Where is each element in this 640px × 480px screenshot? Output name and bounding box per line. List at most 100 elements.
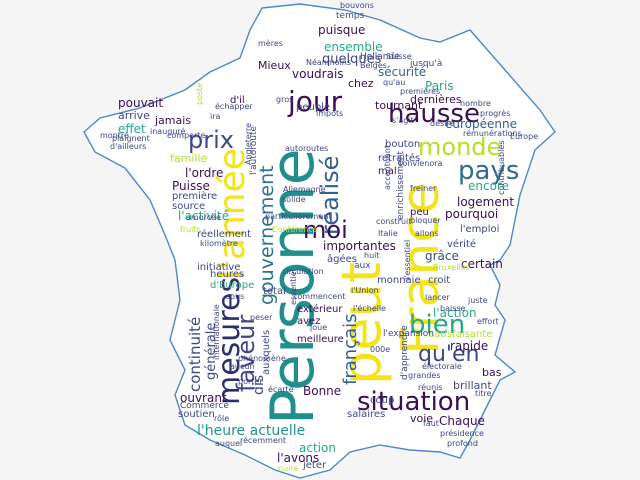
cloud-word: monde — [418, 133, 502, 161]
cloud-word: pays — [458, 156, 520, 186]
cloud-word: internationale — [212, 304, 221, 360]
cloud-word: amorcée — [186, 213, 221, 222]
cloud-word: peuple — [296, 102, 331, 113]
cloud-word: désire — [430, 119, 455, 128]
cloud-word: Suisse — [386, 52, 412, 61]
cloud-word: peser — [250, 313, 273, 322]
cloud-word: d'ailleurs — [110, 142, 147, 151]
cloud-word: accentuant — [383, 144, 392, 190]
cloud-word: l'action — [433, 306, 477, 320]
cloud-word: l'avons — [277, 451, 320, 465]
cloud-word: autoroutes — [285, 144, 329, 153]
cloud-word: Puisse — [172, 179, 210, 193]
cloud-word: fruits — [180, 225, 201, 234]
cloud-word: nuire — [278, 464, 299, 473]
cloud-word: freiner — [410, 184, 437, 193]
cloud-word: récemment — [240, 436, 287, 445]
cloud-word: Angleterre — [244, 122, 253, 165]
cloud-word: famille — [170, 152, 208, 165]
cloud-word: peu — [410, 207, 429, 218]
cloud-word: joue — [310, 323, 328, 332]
cloud-word: Belges — [360, 61, 387, 70]
cloud-word: bloquer — [410, 216, 441, 225]
cloud-word: Europe — [510, 132, 539, 141]
cloud-word: mères — [258, 39, 283, 48]
cloud-word: sous — [226, 292, 245, 301]
cloud-word: Chaque — [439, 414, 485, 428]
cloud-word: réunis — [418, 383, 443, 392]
cloud-word: brillant — [453, 379, 492, 392]
cloud-word: Bonne — [303, 384, 342, 398]
cloud-word: logement — [457, 195, 515, 209]
cloud-word: certain — [461, 257, 503, 271]
cloud-word: grandes — [408, 371, 441, 380]
cloud-word: première — [172, 191, 218, 202]
cloud-word: circulation — [282, 267, 324, 276]
cloud-word: d'Europe — [210, 280, 255, 291]
cloud-word: comporte — [167, 131, 206, 140]
cloud-word: retraités — [378, 153, 421, 164]
cloud-word: coup — [370, 395, 395, 406]
cloud-word: gros — [276, 95, 294, 104]
cloud-word: Néanmoins — [306, 58, 352, 67]
cloud-word: sécurité — [378, 65, 427, 79]
cloud-word: particulièrement — [265, 212, 332, 221]
cloud-word: poste — [195, 82, 204, 105]
cloud-word: jusqu'à — [410, 59, 443, 69]
cloud-word: Bruxelles — [433, 263, 470, 272]
cloud-word: contribuables — [497, 140, 506, 195]
cloud-word: action — [299, 441, 336, 455]
cloud-word: commencent — [293, 292, 346, 301]
cloud-word: hausse — [388, 99, 480, 129]
cloud-word: dernières — [410, 93, 462, 106]
cloud-word: monnaie — [377, 275, 421, 286]
cloud-word: quelques — [322, 52, 382, 67]
cloud-word: auxquels — [261, 329, 272, 375]
cloud-word: Hollande — [360, 52, 400, 62]
cloud-word: échapper — [215, 102, 253, 111]
cloud-word: kilomètre — [200, 239, 238, 248]
cloud-word: puisque — [318, 23, 366, 37]
cloud-word: présidence — [440, 429, 484, 438]
cloud-word: bouvons — [340, 1, 374, 10]
cloud-word: faut — [423, 419, 439, 428]
cloud-word: d'il — [230, 95, 245, 106]
cloud-word: qu'au — [383, 78, 406, 87]
cloud-word: auquel — [215, 439, 243, 448]
cloud-word: gouvernement — [256, 165, 278, 305]
cloud-word: huit — [364, 251, 380, 260]
cloud-word: nombre — [460, 99, 491, 108]
cloud-word: bouton — [385, 139, 421, 150]
cloud-word: âgées — [327, 254, 357, 265]
cloud-word: mal — [378, 166, 397, 177]
cloud-word: prix — [188, 126, 234, 154]
cloud-word: aucun — [230, 362, 255, 371]
cloud-word: heures — [210, 269, 245, 280]
cloud-word: effet — [118, 122, 146, 136]
cloud-word: effort — [477, 317, 499, 326]
cloud-word: électorale — [422, 362, 462, 371]
cloud-word: soutien — [178, 409, 215, 420]
cloud-word: rémunérations — [463, 129, 522, 138]
cloud-word: aux — [354, 261, 371, 271]
cloud-word: extérieur — [297, 304, 343, 315]
cloud-word: total — [263, 286, 286, 297]
cloud-word: grâce — [425, 249, 459, 263]
cloud-word: Commerce — [180, 401, 229, 411]
cloud-word: jeter — [303, 460, 327, 471]
cloud-word: croit — [428, 275, 451, 286]
cloud-word: européenne — [445, 117, 517, 131]
cloud-word: jamais — [155, 114, 192, 127]
cloud-word: phénomène — [238, 354, 286, 363]
cloud-word: jour — [288, 85, 343, 118]
cloud-word: encore — [468, 179, 509, 193]
cloud-word: juste — [468, 296, 488, 305]
cloud-word: qu'en — [418, 342, 480, 367]
cloud-word: solide — [282, 195, 306, 204]
cloud-word: bien — [409, 310, 466, 340]
cloud-word: salaires — [347, 409, 386, 420]
cloud-word: Mieux — [258, 59, 291, 72]
